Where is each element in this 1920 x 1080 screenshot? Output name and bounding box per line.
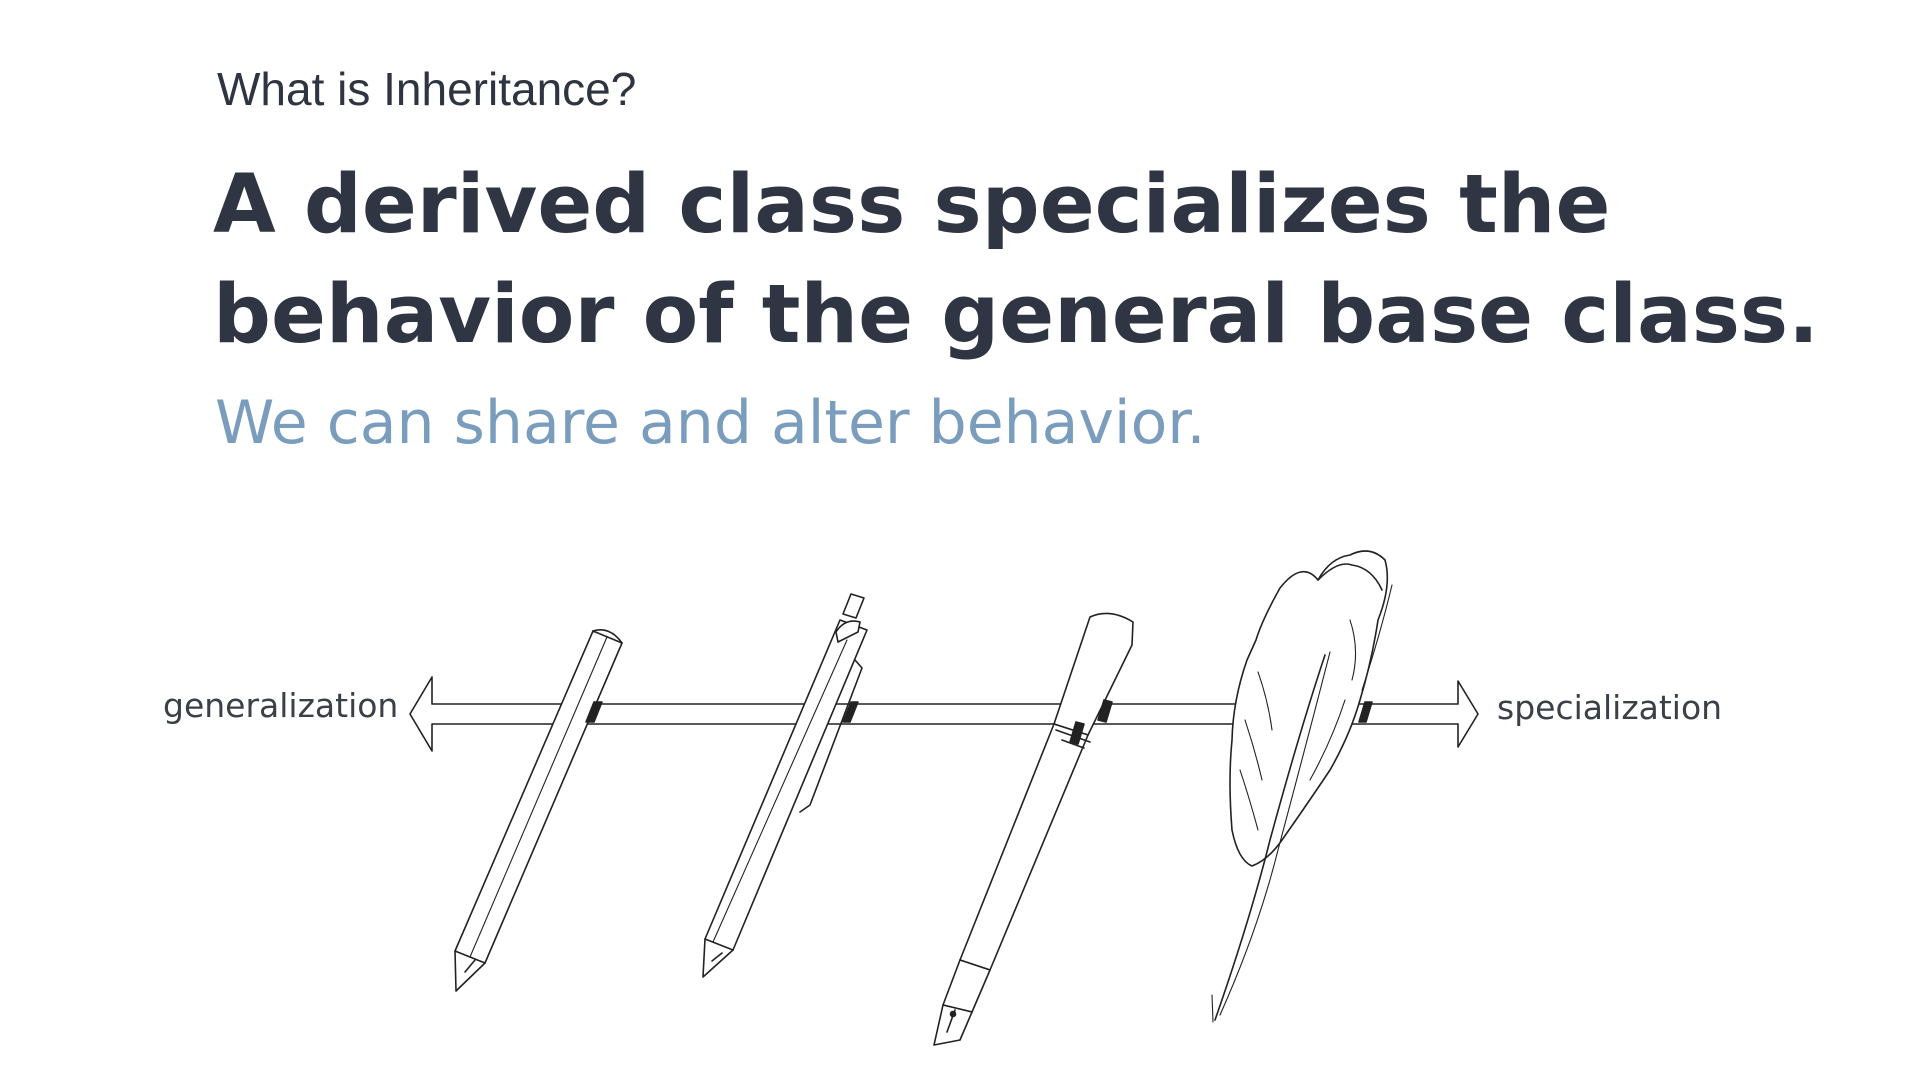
quill-icon [1211, 550, 1393, 1023]
generalization-label: generalization [163, 686, 399, 725]
double-arrow-icon [409, 676, 1479, 752]
slide-kicker: What is Inheritance? [217, 63, 637, 115]
pencil-icon [454, 629, 623, 992]
slide-headline: A derived class specializes the behavior… [213, 150, 1853, 370]
headline-line-2: behavior of the general base class. [213, 268, 1819, 362]
specialization-label: specialization [1497, 688, 1723, 727]
headline-line-1: A derived class specializes the [213, 158, 1611, 252]
slide-subline: We can share and alter behavior. [215, 388, 1206, 458]
fountain-pen-icon [933, 612, 1134, 1046]
mechanical-pencil-icon [702, 593, 868, 978]
